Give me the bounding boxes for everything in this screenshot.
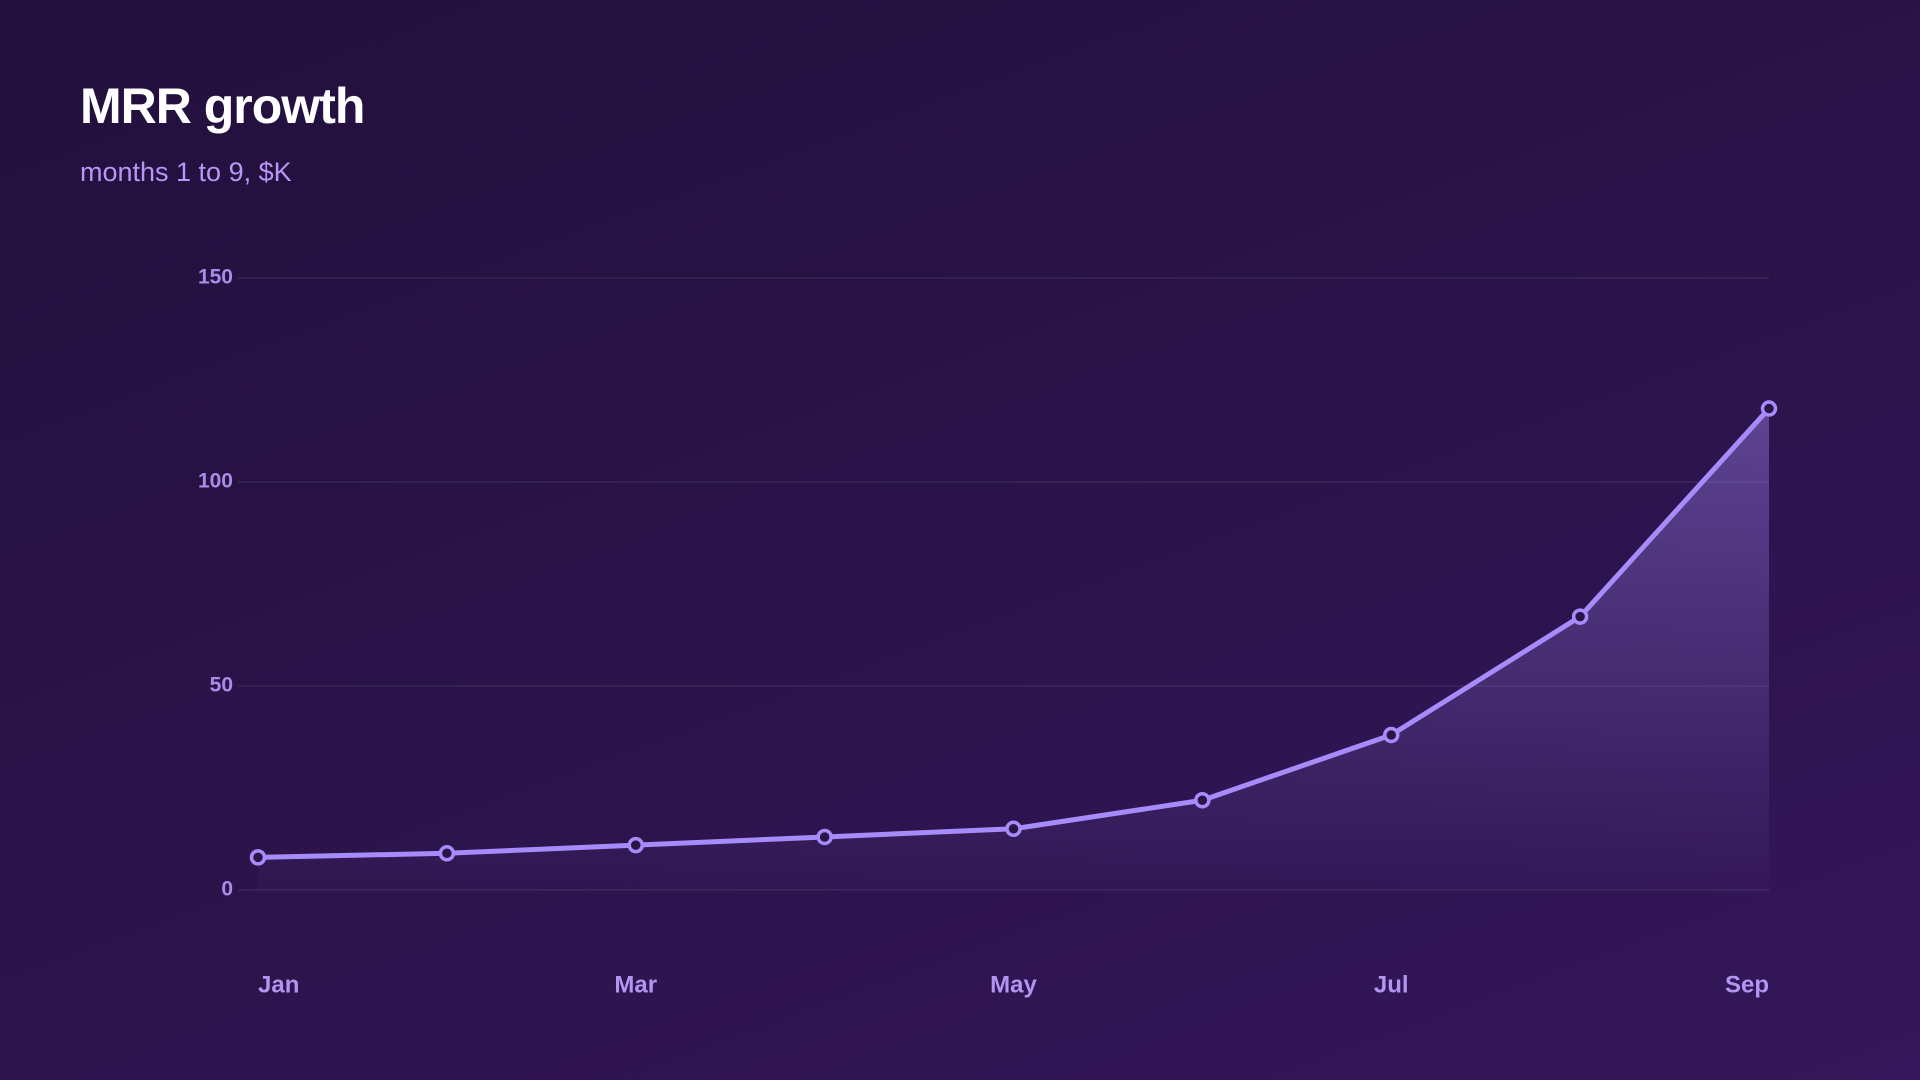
y-tick-label: 0	[221, 878, 233, 901]
point	[816, 828, 833, 846]
y-tick-label: 50	[210, 674, 233, 697]
point	[1194, 791, 1211, 809]
x-tick-label: May	[990, 971, 1037, 998]
point	[438, 845, 456, 862]
point	[627, 836, 644, 854]
point	[1571, 608, 1589, 625]
y-tick-label: 100	[198, 470, 233, 493]
x-tick-label: Jan	[258, 971, 299, 998]
point	[1760, 400, 1778, 417]
chart-subtitle: months 1 to 9, $K	[80, 157, 292, 187]
area	[258, 408, 1769, 890]
x-tick-label: Jul	[1374, 971, 1409, 998]
point	[1383, 726, 1400, 744]
x-tick-label: Sep	[1725, 971, 1769, 998]
x-tick-label: Mar	[614, 971, 657, 998]
point	[1005, 820, 1022, 838]
y-tick-label: 150	[198, 266, 233, 289]
chart-title: MRR growth	[80, 78, 364, 134]
point	[249, 849, 267, 866]
